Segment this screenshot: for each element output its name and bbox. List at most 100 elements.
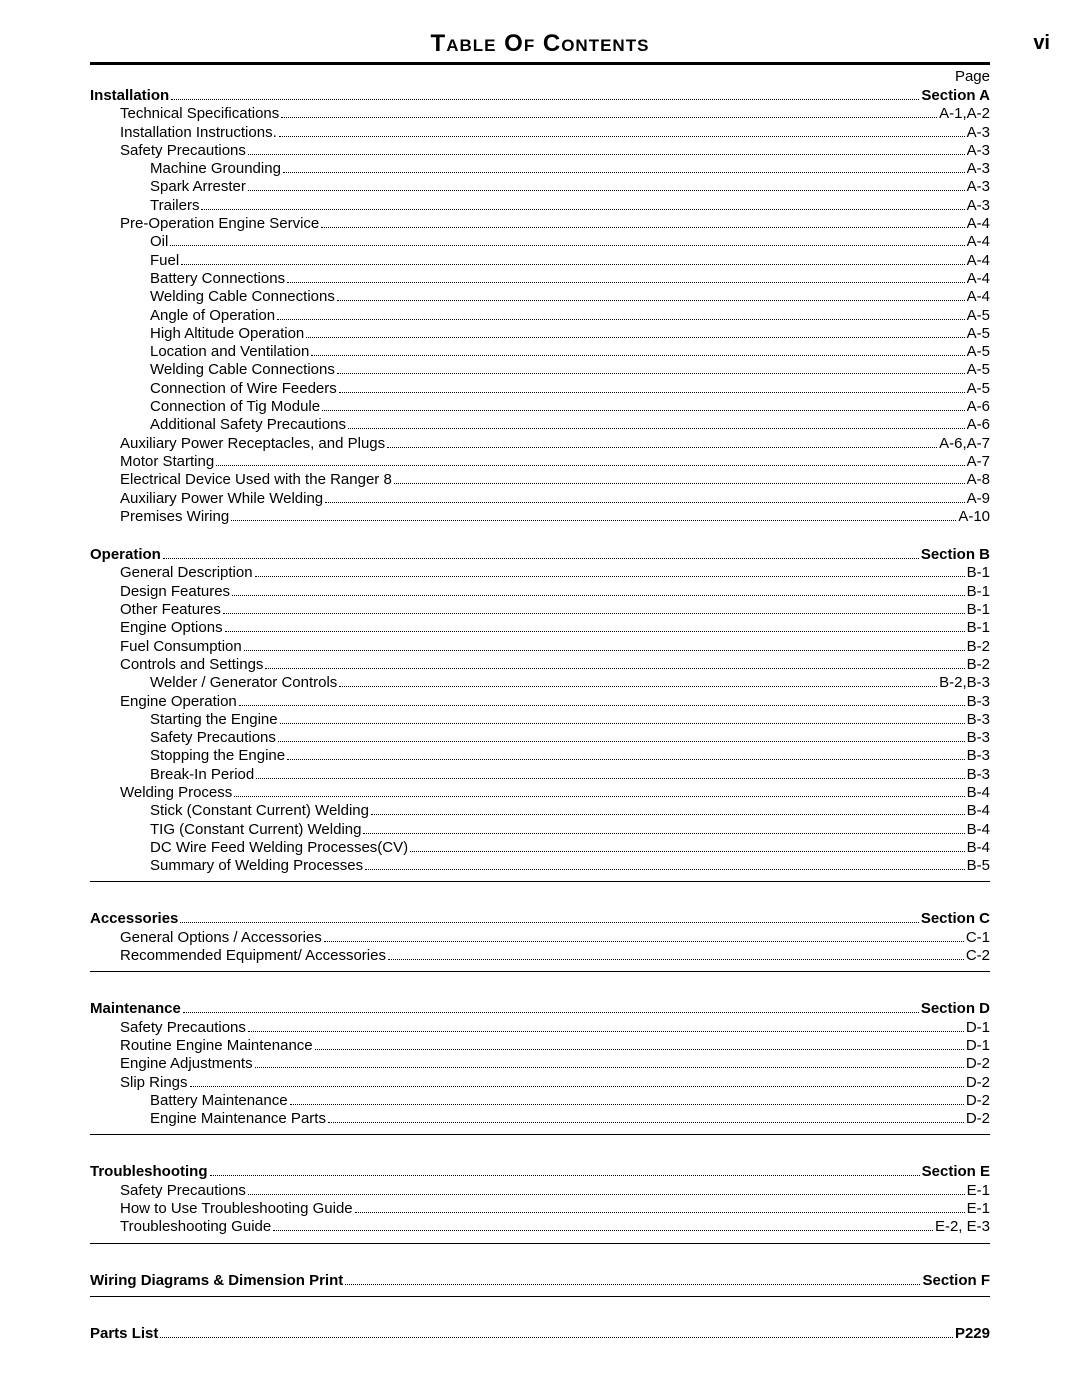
toc-entry-page: A-3	[967, 160, 990, 178]
toc-entry-page: P229	[955, 1325, 990, 1343]
toc-entry: Welding Cable ConnectionsA-4	[90, 288, 990, 306]
toc-entry-label: Spark Arrester	[150, 178, 246, 196]
toc-entry-label: Motor Starting	[120, 453, 214, 471]
toc-entry-page: D-2	[966, 1092, 990, 1110]
toc-section-head: Troubleshooting Section E	[90, 1163, 990, 1181]
toc-entry-page: A-4	[967, 215, 990, 233]
toc-entry-page: C-1	[966, 929, 990, 947]
toc-entry-page: D-2	[966, 1055, 990, 1073]
toc-entry-label: Maintenance	[90, 1000, 181, 1018]
toc-entry-label: Stopping the Engine	[150, 747, 285, 765]
header-rule	[90, 62, 990, 65]
toc-section-head: InstallationSection A	[90, 87, 990, 105]
toc-dot-leader	[281, 117, 937, 118]
toc-dot-leader	[287, 282, 965, 283]
toc-entry: Pre-Operation Engine Service A-4	[90, 215, 990, 233]
toc-entry: Safety PrecautionsD-1	[90, 1019, 990, 1037]
toc-dot-leader	[244, 650, 965, 651]
toc-entry-label: Safety Precautions	[150, 729, 276, 747]
page-number: vi	[1033, 32, 1050, 55]
toc-entry-label: Break-In Period	[150, 766, 254, 784]
toc-entry-page: A-5	[967, 307, 990, 325]
toc-entry-label: Troubleshooting	[90, 1163, 208, 1181]
toc-entry: Welding Process B-4	[90, 784, 990, 802]
toc-entry-label: Angle of Operation	[150, 307, 275, 325]
toc-entry-page: Section C	[921, 910, 990, 928]
toc-entry-page: Section B	[921, 546, 990, 564]
toc-entry: Location and VentilationA-5	[90, 343, 990, 361]
toc-dot-leader	[265, 668, 964, 669]
toc-dot-leader	[363, 833, 964, 834]
toc-entry-label: DC Wire Feed Welding Processes(CV)	[150, 839, 408, 857]
toc-entry: Break-In Period B-3	[90, 766, 990, 784]
toc-entry-label: Pre-Operation Engine Service	[120, 215, 319, 233]
toc-entry: FuelA-4	[90, 252, 990, 270]
toc-dot-leader	[325, 502, 965, 503]
toc-entry-page: B-1	[967, 619, 990, 637]
toc-entry-label: Auxiliary Power While Welding	[120, 490, 323, 508]
toc-dot-leader	[216, 465, 964, 466]
toc-dot-leader	[339, 686, 937, 687]
toc-entry: Spark ArresterA-3	[90, 178, 990, 196]
toc-entry-label: Battery Connections	[150, 270, 285, 288]
toc-entry: Safety PrecautionsB-3	[90, 729, 990, 747]
section-rule	[90, 1134, 990, 1135]
toc-entry: Engine OptionsB-1	[90, 619, 990, 637]
toc-section-head: Wiring Diagrams & Dimension PrintSection…	[90, 1272, 990, 1290]
toc-entry-page: A-7	[967, 453, 990, 471]
toc-dot-leader	[324, 941, 964, 942]
toc-dot-leader	[345, 1284, 920, 1285]
toc-section-head: Maintenance Section D	[90, 1000, 990, 1018]
toc-entry-label: Electrical Device Used with the Ranger 8	[120, 471, 392, 489]
toc-entry-page: D-1	[966, 1019, 990, 1037]
toc-entry-label: Summary of Welding Processes	[150, 857, 363, 875]
toc-entry-page: Section D	[921, 1000, 990, 1018]
toc-dot-leader	[321, 227, 964, 228]
toc-section-head: AccessoriesSection C	[90, 910, 990, 928]
toc-dot-leader	[160, 1337, 953, 1338]
toc-entry: Troubleshooting GuideE-2, E-3	[90, 1218, 990, 1236]
toc-dot-leader	[290, 1104, 964, 1105]
toc-entry-page: A-5	[967, 361, 990, 379]
header-row: Table Of Contents vi	[90, 30, 990, 58]
toc-dot-leader	[180, 922, 918, 923]
toc-entry-label: Engine Operation	[120, 693, 237, 711]
toc-entry-label: Connection of Tig Module	[150, 398, 320, 416]
toc-dot-leader	[256, 778, 964, 779]
toc-entry-label: Welding Cable Connections	[150, 361, 335, 379]
toc-entry: Engine OperationB-3	[90, 693, 990, 711]
toc-dot-leader	[306, 337, 964, 338]
toc-dot-leader	[239, 705, 965, 706]
toc-dot-leader	[315, 1049, 964, 1050]
toc-entry-label: Engine Adjustments	[120, 1055, 253, 1073]
toc-dot-leader	[181, 264, 964, 265]
toc-entry-label: Other Features	[120, 601, 221, 619]
toc-entry-page: A-10	[958, 508, 990, 526]
toc-dot-leader	[280, 723, 965, 724]
toc-entry-label: Additional Safety Precautions	[150, 416, 346, 434]
page-column-header: Page	[90, 68, 990, 85]
toc-entry-page: B-4	[967, 784, 990, 802]
toc-entry: Other FeaturesB-1	[90, 601, 990, 619]
toc-entry-page: A-1,A-2	[939, 105, 990, 123]
toc-dot-leader	[371, 814, 965, 815]
toc-entry-page: A-4	[967, 288, 990, 306]
toc-entry-label: Oil	[150, 233, 168, 251]
toc-section-head: Parts ListP229	[90, 1325, 990, 1343]
toc-entry-label: Starting the Engine	[150, 711, 278, 729]
page: Table Of Contents vi Page InstallationSe…	[0, 0, 1080, 1373]
toc-section-head: Operation Section B	[90, 546, 990, 564]
toc-entry-label: Operation	[90, 546, 161, 564]
toc-entry: Welding Cable Connections A-5	[90, 361, 990, 379]
toc-entry-page: Section E	[922, 1163, 990, 1181]
toc-dot-leader	[201, 209, 964, 210]
toc-dot-leader	[348, 428, 965, 429]
toc-entry-label: Connection of Wire Feeders	[150, 380, 337, 398]
toc-entry: Connection of Wire FeedersA-5	[90, 380, 990, 398]
toc-entry-page: B-4	[967, 802, 990, 820]
toc-entry: High Altitude OperationA-5	[90, 325, 990, 343]
toc-entry-page: B-3	[967, 766, 990, 784]
section-rule	[90, 1296, 990, 1297]
toc-entry: DC Wire Feed Welding Processes(CV)B-4	[90, 839, 990, 857]
toc-entry-label: Welding Process	[120, 784, 232, 802]
